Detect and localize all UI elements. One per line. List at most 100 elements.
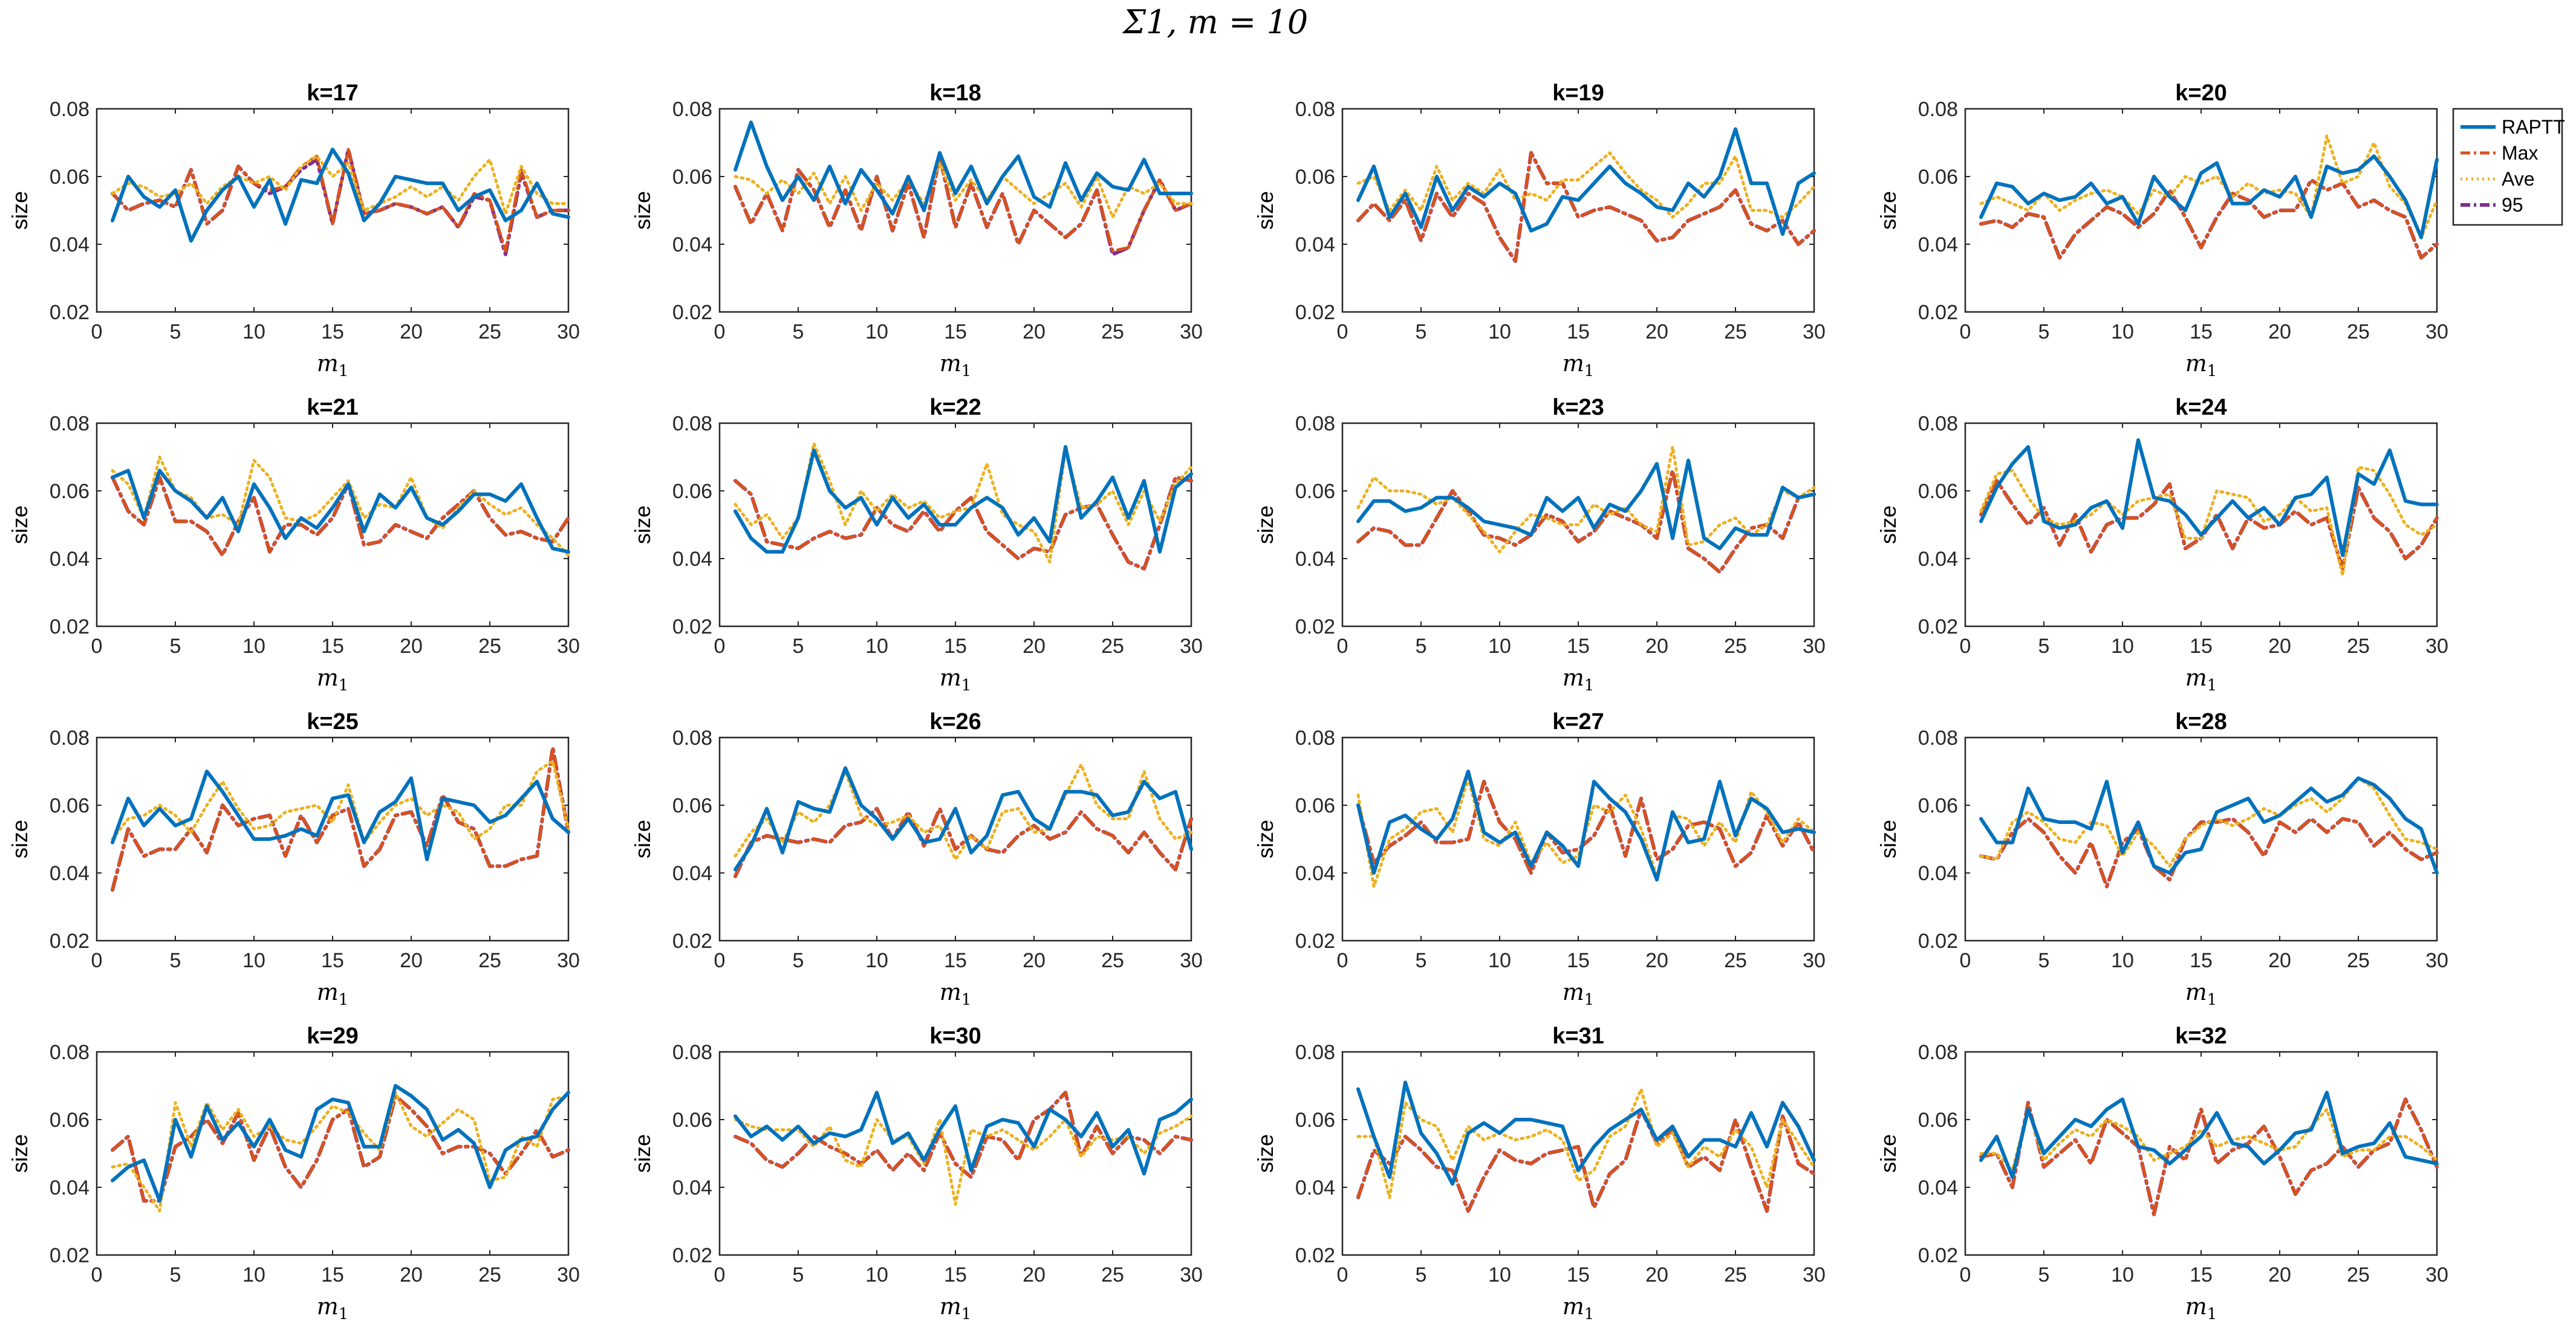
y-tick-label: 0.06: [1918, 1109, 1958, 1132]
y-tick-label: 0.06: [50, 166, 89, 189]
x-tick-label: 0: [714, 1263, 726, 1286]
y-tick-label: 0.02: [1295, 301, 1335, 324]
series-line-raptt: [733, 1091, 1193, 1176]
x-tick-label: 0: [1960, 949, 1971, 972]
x-tick-label: 30: [2425, 320, 2448, 343]
x-tick-label: 0: [1337, 635, 1348, 658]
y-axis-label: size: [1876, 505, 1901, 544]
y-tick-label: 0.04: [672, 548, 712, 571]
y-tick-label: 0.06: [672, 1109, 712, 1132]
series-line-ave: [1979, 465, 2439, 577]
y-tick-label: 0.04: [50, 1176, 89, 1199]
series-line-ave: [1979, 1108, 2439, 1172]
x-tick-label: 5: [170, 635, 181, 658]
panel-title: k=29: [307, 1023, 359, 1049]
series-line-ave: [733, 1114, 1193, 1206]
panel-k-30: k=30 0.02 0.04 0.06 0.08 0 5 10 15 20 25 30 m1 size: [630, 1023, 1203, 1323]
panel-title: k=23: [1552, 395, 1604, 420]
x-tick-label: 0: [714, 949, 726, 972]
x-tick-label: 10: [1488, 635, 1511, 658]
series-line-raptt: [1979, 776, 2439, 875]
series-line-raptt: [111, 1084, 570, 1203]
x-tick-label: 5: [1416, 320, 1427, 343]
y-tick-label: 0.08: [1918, 727, 1958, 750]
x-tick-label: 20: [1645, 320, 1668, 343]
y-tick-label: 0.08: [672, 412, 712, 435]
x-axis-label: m1: [2185, 979, 2217, 1009]
y-tick-label: 0.06: [672, 794, 712, 817]
x-tick-label: 25: [478, 635, 501, 658]
series-line-ave: [733, 763, 1193, 861]
panel-k-19: k=19 0.02 0.04 0.06 0.08 0 5 10 15 20 25 30 m1 size: [1253, 80, 1826, 380]
x-tick-label: 5: [2038, 635, 2050, 658]
x-tick-label: 10: [242, 635, 265, 658]
x-tick-label: 0: [1960, 1263, 1971, 1286]
y-axis-label: size: [1253, 191, 1278, 230]
x-axis-label: m1: [2185, 664, 2217, 695]
y-tick-label: 0.08: [50, 727, 89, 750]
series-line-raptt: [1356, 458, 1816, 551]
series-line-ave: [1979, 776, 2439, 868]
panel-title: k=24: [2175, 395, 2227, 420]
x-tick-label: 20: [1645, 1263, 1668, 1286]
series-line-ave: [1356, 151, 1816, 219]
y-axis-label: size: [1253, 1134, 1278, 1173]
panel-k-21: k=21 0.02 0.04 0.06 0.08 0 5 10 15 20 25 30 m1 size: [7, 395, 580, 695]
x-tick-label: 0: [91, 949, 103, 972]
x-tick-label: 20: [400, 635, 423, 658]
series-line-max: [733, 476, 1193, 571]
x-tick-label: 30: [1180, 320, 1203, 343]
x-tick-label: 5: [2038, 949, 2050, 972]
series-line-ave: [111, 455, 570, 557]
y-tick-label: 0.04: [1918, 862, 1958, 885]
x-tick-label: 30: [1803, 1263, 1826, 1286]
x-tick-label: 15: [2190, 1263, 2213, 1286]
panel-k-25: k=25 0.02 0.04 0.06 0.08 0 5 10 15 20 25 30 m1 size: [7, 709, 580, 1009]
x-tick-label: 30: [1803, 949, 1826, 972]
y-tick-label: 0.02: [1295, 930, 1335, 953]
panel-k-17: k=17 0.02 0.04 0.06 0.08 0 5 10 15 20 25 30 m1 size: [7, 80, 580, 380]
x-tick-label: 5: [1416, 949, 1427, 972]
y-axis-label: size: [7, 1134, 32, 1173]
series-line-max: [1979, 178, 2439, 259]
x-tick-label: 5: [1416, 1263, 1427, 1286]
y-tick-label: 0.08: [1295, 98, 1335, 121]
x-tick-label: 25: [2347, 1263, 2370, 1286]
y-tick-label: 0.06: [672, 166, 712, 189]
x-tick-label: 30: [557, 949, 580, 972]
x-tick-label: 25: [478, 1263, 501, 1286]
x-tick-label: 10: [242, 1263, 265, 1286]
y-axis-label: size: [1253, 505, 1278, 544]
y-tick-label: 0.02: [1918, 1244, 1958, 1267]
x-tick-label: 15: [944, 949, 967, 972]
y-tick-label: 0.02: [50, 301, 89, 324]
x-tick-label: 10: [1488, 320, 1511, 343]
x-axis-label: m1: [1563, 350, 1595, 380]
x-tick-label: 25: [1101, 320, 1124, 343]
y-axis-label: size: [7, 820, 32, 858]
x-tick-label: 5: [170, 949, 181, 972]
panel-k-24: k=24 0.02 0.04 0.06 0.08 0 5 10 15 20 25 30 m1 size: [1876, 395, 2448, 695]
x-tick-label: 0: [1337, 949, 1348, 972]
y-tick-label: 0.04: [1295, 548, 1335, 571]
x-tick-label: 25: [1724, 1263, 1747, 1286]
x-tick-label: 10: [865, 635, 888, 658]
x-tick-label: 20: [2268, 635, 2291, 658]
series-line-ave: [1979, 134, 2439, 239]
x-tick-label: 10: [2111, 635, 2134, 658]
series-line-raptt: [733, 445, 1193, 554]
panel-title: k=17: [307, 80, 359, 106]
y-tick-label: 0.06: [1295, 166, 1335, 189]
x-tick-label: 5: [170, 320, 181, 343]
x-tick-label: 0: [91, 635, 103, 658]
panel-k-20: k=20 0.02 0.04 0.06 0.08 0 5 10 15 20 25 30 m1 size: [1876, 80, 2448, 380]
y-tick-label: 0.04: [1295, 1176, 1335, 1199]
x-tick-label: 15: [321, 320, 344, 343]
x-tick-label: 0: [1337, 320, 1348, 343]
figure-title: Σ1, m = 10: [1122, 3, 1308, 41]
y-tick-label: 0.02: [672, 1244, 712, 1267]
y-tick-label: 0.06: [672, 480, 712, 503]
panel-title: k=31: [1552, 1023, 1604, 1049]
series-line-max: [1356, 469, 1816, 574]
series-line-max: [111, 1094, 570, 1202]
